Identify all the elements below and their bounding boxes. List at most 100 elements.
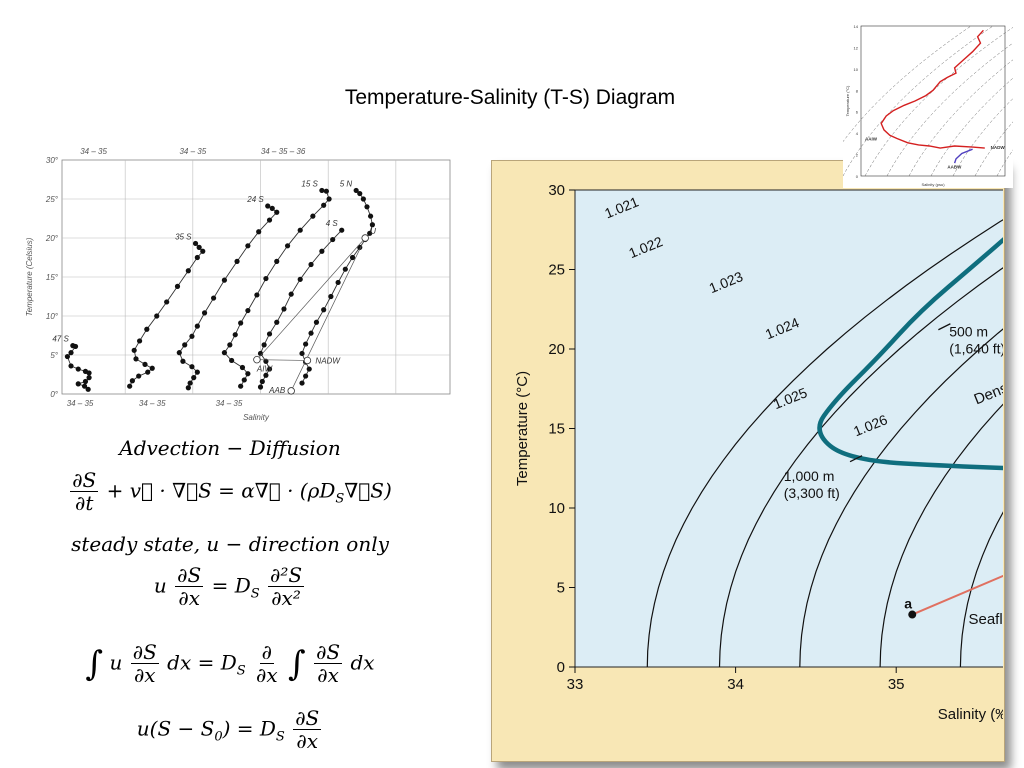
y-axis-title: Temperature (°C)	[514, 371, 531, 486]
station-point	[180, 358, 186, 364]
x-tick-label: 35	[888, 676, 905, 693]
station-point	[229, 357, 235, 364]
station-point	[221, 350, 228, 356]
depth-tick	[849, 455, 863, 463]
station-point	[191, 375, 197, 381]
inset-y-tick: 10	[854, 67, 859, 72]
water-mass-line	[256, 237, 366, 360]
inset-profile	[953, 148, 973, 164]
station-point	[259, 378, 265, 385]
station-point	[221, 277, 228, 283]
inset-x-title: Salinity (psu)	[921, 182, 945, 187]
station-point	[232, 332, 238, 338]
station-point	[266, 331, 273, 337]
station-point	[360, 196, 366, 202]
station-point	[127, 383, 133, 389]
station-point	[194, 369, 200, 375]
station-point	[367, 213, 374, 219]
station-point	[196, 244, 202, 250]
station-line	[301, 190, 373, 384]
station-point	[210, 295, 217, 301]
water-mass-point	[361, 234, 369, 242]
station-point	[86, 375, 92, 381]
station-point	[335, 279, 341, 286]
station-point	[342, 266, 348, 272]
station-label: 35 S	[175, 232, 192, 241]
station-point	[297, 227, 303, 233]
top-axis-label: 34 – 35 – 36	[261, 147, 306, 156]
station-point	[145, 369, 151, 375]
station-point	[367, 230, 373, 236]
station-point	[321, 307, 327, 313]
station-point	[284, 243, 291, 249]
station-point	[85, 386, 91, 392]
station-point	[288, 291, 294, 297]
station-point	[306, 366, 312, 372]
station-point	[274, 209, 280, 215]
station-point	[86, 370, 92, 376]
depth-label-ft: (1,640 ft)	[949, 340, 1003, 356]
equation-steady-state: u ∂S ∂x = DS ∂²S ∂x²	[153, 563, 305, 610]
station-point	[261, 342, 267, 348]
inset-y-title: Temperature (°C)	[845, 85, 850, 116]
station-point	[308, 261, 314, 268]
inset-y-tick: 0	[856, 174, 859, 179]
station-point	[185, 385, 191, 391]
bottom-axis-label: 34 – 35	[139, 399, 166, 408]
station-point	[339, 227, 345, 233]
station-point	[364, 204, 370, 210]
water-mass-point	[303, 356, 312, 365]
depth-tick	[938, 323, 951, 331]
y-tick-label: 10°	[46, 312, 59, 321]
water-mass-line	[290, 237, 366, 392]
y-tick-label: 25°	[45, 195, 59, 204]
station-point	[68, 350, 74, 356]
station-point	[154, 313, 160, 319]
station-point	[274, 258, 280, 264]
y-tick-label: 15°	[46, 273, 59, 282]
water-mass-label: AIW	[256, 365, 274, 374]
equation-condition: steady state, u − direction only	[71, 532, 389, 556]
station-point	[319, 248, 325, 254]
inset-isopycnal	[864, 27, 1013, 177]
inset-isopycnal	[843, 25, 972, 143]
station-label: 47 S	[52, 335, 69, 344]
inset-y-tick: 6	[856, 110, 859, 115]
station-point	[245, 307, 251, 314]
bottom-axis-label: 34 – 35	[67, 399, 94, 408]
mixing-point	[908, 610, 917, 619]
seafloor-label: Seafloor	[968, 611, 1003, 628]
station-point	[81, 383, 88, 389]
station-point	[68, 363, 74, 369]
station-point	[136, 373, 142, 379]
equation-integral: ∫ u ∂S ∂x dx = DS ∂ ∂x ∫ ∂S ∂x dx	[85, 640, 375, 687]
station-point	[326, 196, 332, 202]
station-point	[82, 378, 89, 385]
y-tick-label: 15	[548, 421, 565, 438]
inset-y-tick: 8	[856, 88, 859, 93]
y-axis-title: Temperature (Celsius)	[25, 237, 34, 316]
inset-isopycnal	[952, 98, 1013, 177]
station-point	[241, 377, 247, 383]
y-tick-label: 10	[548, 500, 565, 517]
station-point	[201, 310, 208, 316]
inset-water-mass-label: AAIW	[865, 137, 878, 142]
x-tick-label: 33	[567, 676, 584, 693]
ts-density-diagram: 1.0211.0221.0231.0241.0251.0261.0271.028…	[514, 182, 1003, 723]
inset-isopycnal	[886, 42, 1013, 177]
inset-isopycnal	[908, 59, 1013, 177]
station-point	[142, 361, 148, 367]
water-mass-label: U	[370, 227, 376, 236]
y-tick-label: 5	[557, 580, 565, 597]
station-point	[185, 268, 191, 274]
station-point	[174, 283, 181, 289]
station-point	[303, 341, 309, 347]
station-point	[75, 381, 81, 387]
station-point	[353, 187, 359, 194]
station-label: 24 S	[246, 195, 264, 204]
inset-y-tick: 12	[854, 45, 859, 50]
station-point	[308, 330, 314, 336]
station-point	[369, 222, 375, 228]
density-contour	[646, 219, 1003, 667]
station-point	[256, 229, 262, 235]
